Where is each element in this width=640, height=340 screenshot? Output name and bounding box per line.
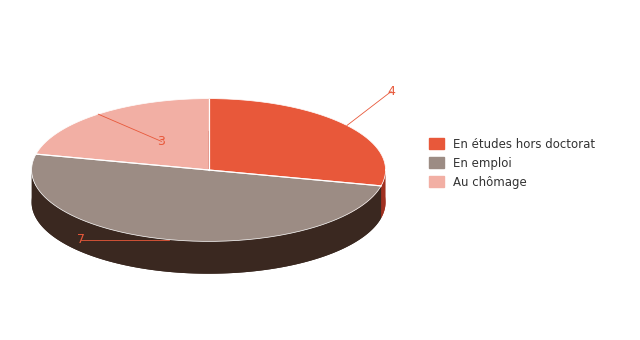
Polygon shape	[381, 171, 385, 218]
Polygon shape	[31, 186, 381, 274]
Legend: En études hors doctorat, En emploi, Au chômage: En études hors doctorat, En emploi, Au c…	[429, 138, 595, 189]
Text: 4: 4	[387, 85, 395, 98]
Polygon shape	[209, 99, 385, 186]
Polygon shape	[31, 171, 381, 274]
Polygon shape	[36, 99, 209, 170]
Text: 7: 7	[77, 233, 84, 246]
Polygon shape	[209, 131, 385, 218]
Polygon shape	[31, 154, 381, 241]
Text: 3: 3	[157, 135, 165, 148]
Polygon shape	[36, 131, 209, 202]
